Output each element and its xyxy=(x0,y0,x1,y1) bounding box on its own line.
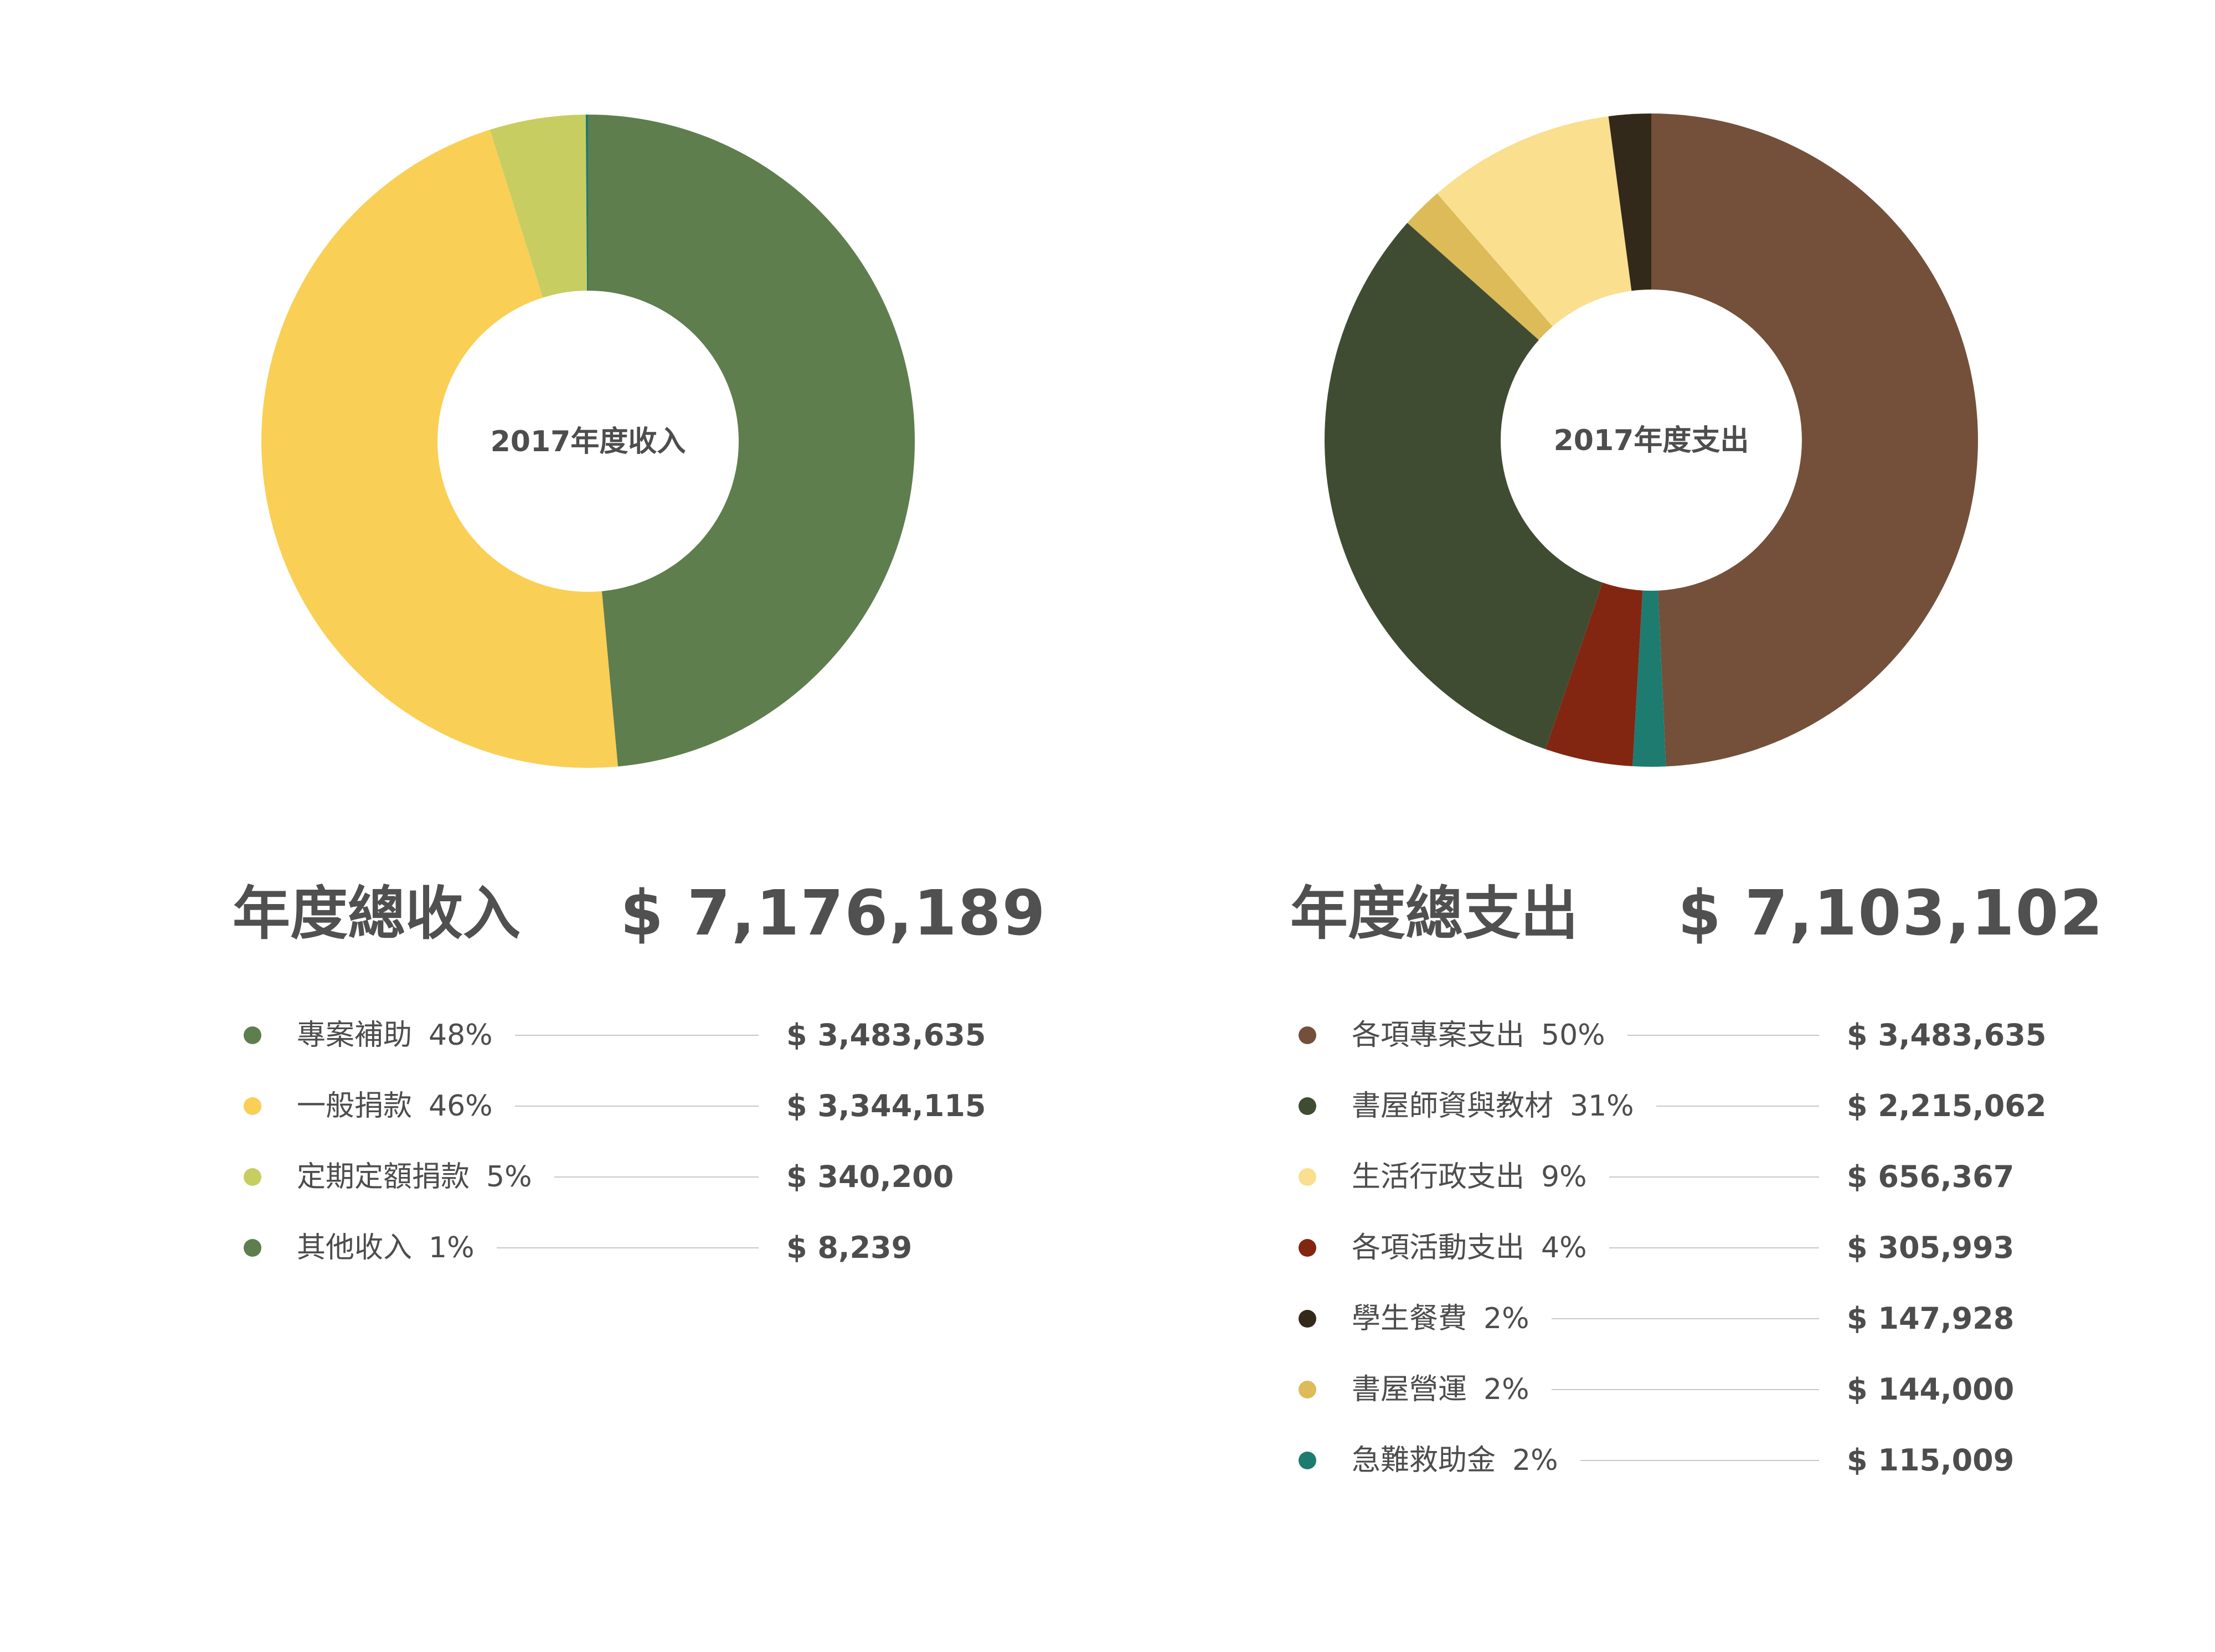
income-legend-percent: 5% xyxy=(486,1160,532,1194)
income-total-label: 年度總收入 xyxy=(233,880,521,947)
expense-legend-amount: $ 147,928 xyxy=(1847,1301,2015,1336)
expense-legend-percent: 2% xyxy=(1483,1302,1529,1335)
expense-legend-divider xyxy=(1609,1247,1819,1248)
expense-legend-percent: 2% xyxy=(1483,1373,1529,1406)
expense-legend-divider xyxy=(1627,1035,1819,1036)
expense-donut-hole xyxy=(1501,290,1802,591)
income-legend-divider xyxy=(496,1247,759,1248)
income-legend-percent: 46% xyxy=(429,1090,493,1123)
expense-legend-dot xyxy=(1299,1452,1316,1469)
expense-slice-6 xyxy=(1632,440,1666,767)
expense-panel: 2017年度支出 年度總支出 $ 7,103,102 各項專案支出 50% $ 3,… xyxy=(1108,0,2215,1652)
expense-legend-percent: 50% xyxy=(1541,1019,1605,1052)
income-legend-dot xyxy=(244,1239,261,1257)
expense-legend-item: 各項專案支出 50% $ 3,483,635 xyxy=(1299,1013,2074,1057)
income-legend-item: 一般捐款 46% $ 3,344,115 xyxy=(244,1084,1019,1128)
income-donut-hole xyxy=(437,291,739,592)
income-legend-dot xyxy=(244,1026,261,1044)
expense-legend-dot xyxy=(1299,1097,1316,1115)
expense-total-amount: $ 7,103,102 xyxy=(1678,877,2104,949)
income-legend-item: 專案補助 48% $ 3,483,635 xyxy=(244,1013,1019,1057)
expense-legend-amount: $ 305,993 xyxy=(1847,1230,2015,1265)
income-donut-chart: 2017年度收入 xyxy=(261,115,915,768)
income-slice-0 xyxy=(588,115,915,767)
expense-total-label: 年度總支出 xyxy=(1290,880,1579,947)
expense-legend-percent: 9% xyxy=(1541,1160,1587,1194)
income-legend-divider xyxy=(514,1035,759,1036)
expense-legend-label: 書屋師資與教材 xyxy=(1352,1090,1554,1123)
expense-donut-chart: 2017年度支出 xyxy=(1325,113,1978,767)
expense-legend-dot xyxy=(1299,1310,1316,1328)
expense-chart-title: 2017年度支出 xyxy=(1554,424,1749,457)
income-legend-label: 一般捐款 xyxy=(297,1090,413,1123)
expense-legend-label: 書屋營運 xyxy=(1352,1373,1467,1406)
expense-legend-divider xyxy=(1580,1460,1819,1461)
expense-legend-percent: 31% xyxy=(1570,1090,1634,1123)
expense-legend-dot xyxy=(1299,1168,1316,1186)
income-chart-title: 2017年度收入 xyxy=(491,425,686,458)
income-legend-label: 定期定額捐款 xyxy=(297,1160,470,1194)
expense-legend-label: 各項活動支出 xyxy=(1352,1231,1525,1264)
expense-legend-label: 急難救助金 xyxy=(1352,1444,1496,1477)
income-legend-percent: 1% xyxy=(429,1231,475,1264)
income-legend-item: 定期定額捐款 5% $ 340,200 xyxy=(244,1155,1019,1199)
expense-slice-1 xyxy=(1325,223,1651,750)
expense-legend-item: 急難救助金 2% $ 115,009 xyxy=(1299,1438,2074,1483)
income-total-amount: $ 7,176,189 xyxy=(620,877,1047,949)
expense-legend-amount: $ 656,367 xyxy=(1847,1159,2015,1194)
expense-legend-divider xyxy=(1551,1389,1819,1390)
income-legend-dot xyxy=(244,1168,261,1186)
expense-legend-percent: 2% xyxy=(1512,1444,1558,1477)
expense-legend-label: 學生餐費 xyxy=(1352,1302,1467,1335)
income-legend-amount: $ 3,483,635 xyxy=(786,1018,986,1052)
income-total-row: 年度總收入 $ 7,176,189 xyxy=(233,869,1052,958)
expense-legend-divider xyxy=(1656,1106,1819,1107)
expense-legend-item: 生活行政支出 9% $ 656,367 xyxy=(1299,1155,2074,1199)
income-legend-label: 其他收入 xyxy=(297,1231,413,1264)
expense-legend-item: 書屋營運 2% $ 144,000 xyxy=(1299,1367,2074,1412)
income-legend-divider xyxy=(554,1176,759,1178)
expense-legend-label: 生活行政支出 xyxy=(1352,1160,1525,1194)
expense-legend-amount: $ 2,215,062 xyxy=(1847,1088,2047,1123)
expense-legend-dot xyxy=(1299,1381,1316,1398)
expense-legend-divider xyxy=(1609,1176,1819,1178)
expense-legend-label: 各項專案支出 xyxy=(1352,1019,1525,1052)
expense-legend-dot xyxy=(1299,1239,1316,1257)
expense-legend-amount: $ 144,000 xyxy=(1847,1372,2015,1407)
income-legend-amount: $ 8,239 xyxy=(786,1230,913,1265)
income-legend-percent: 48% xyxy=(429,1019,493,1052)
expense-legend-amount: $ 115,009 xyxy=(1847,1443,2015,1478)
expense-legend-percent: 4% xyxy=(1541,1231,1587,1264)
income-legend-divider xyxy=(514,1106,759,1107)
expense-legend-dot xyxy=(1299,1026,1316,1044)
expense-total-row: 年度總支出 $ 7,103,102 xyxy=(1290,869,2176,958)
expense-legend-item: 書屋師資與教材 31% $ 2,215,062 xyxy=(1299,1084,2074,1128)
income-panel: 2017年度收入 年度總收入 $ 7,176,189 專案補助 48% $ 3,48… xyxy=(233,115,1052,1270)
income-legend-amount: $ 340,200 xyxy=(786,1159,954,1194)
expense-legend-divider xyxy=(1551,1318,1819,1319)
income-legend-item: 其他收入 1% $ 8,239 xyxy=(244,1226,1019,1270)
expense-slice-0 xyxy=(1651,113,1978,767)
expense-legend-amount: $ 3,483,635 xyxy=(1847,1018,2047,1052)
income-legend-label: 專案補助 xyxy=(297,1019,413,1052)
expense-legend-item: 各項活動支出 4% $ 305,993 xyxy=(1299,1226,2074,1270)
expense-legend-item: 學生餐費 2% $ 147,928 xyxy=(1299,1297,2074,1341)
income-legend-dot xyxy=(244,1097,261,1115)
income-legend-amount: $ 3,344,115 xyxy=(786,1088,986,1123)
